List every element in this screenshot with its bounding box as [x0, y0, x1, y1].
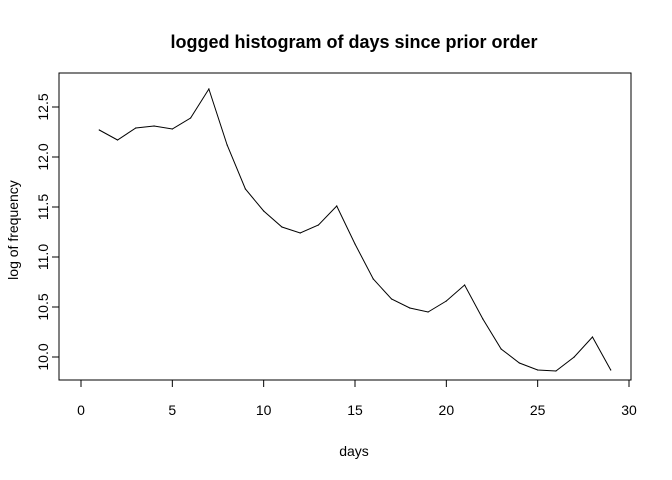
- y-tick-label: 12.0: [35, 143, 51, 170]
- data-point: [317, 224, 320, 226]
- y-tick-label: 11.5: [35, 194, 51, 220]
- plot-box: [58, 72, 632, 381]
- data-point: [610, 369, 612, 371]
- x-tick-label: 5: [168, 402, 176, 418]
- data-point: [372, 278, 374, 280]
- x-axis-label: days: [339, 443, 369, 459]
- data-point: [208, 88, 210, 90]
- series-line: [99, 87, 612, 372]
- data-point: [537, 369, 539, 371]
- y-tick-label: 12.5: [35, 93, 51, 120]
- data-point: [116, 139, 119, 141]
- data-point: [135, 127, 137, 129]
- data-point: [390, 298, 393, 300]
- data-point: [263, 210, 265, 212]
- data-point: [591, 336, 594, 338]
- x-tick-label: 15: [347, 402, 363, 418]
- y-tick-label: 10.0: [35, 343, 51, 370]
- data-point: [153, 125, 155, 127]
- series-layer: [98, 87, 612, 372]
- x-tick-label: 0: [77, 402, 85, 418]
- data-point: [244, 188, 246, 190]
- data-point: [409, 307, 411, 309]
- data-point: [482, 318, 484, 320]
- data-point: [336, 205, 338, 207]
- y-axis-label: log of frequency: [5, 180, 21, 280]
- y-axis: 10.0 10.5 11.0 11.5 12.0 12.5: [35, 93, 60, 371]
- data-point: [518, 362, 521, 364]
- data-point: [464, 284, 466, 286]
- x-tick-label: 25: [530, 402, 546, 418]
- x-tick-label: 10: [256, 402, 272, 418]
- data-point: [171, 128, 173, 130]
- data-point: [354, 243, 356, 245]
- data-point: [98, 129, 100, 131]
- data-point: [281, 226, 283, 228]
- data-point: [427, 311, 429, 313]
- x-tick-label: 30: [621, 402, 637, 418]
- data-point: [573, 356, 575, 358]
- data-point: [555, 370, 557, 372]
- data-point: [190, 117, 192, 119]
- data-point: [500, 348, 502, 350]
- x-axis: 0 5 10 15 20 25 30: [77, 379, 637, 418]
- data-point: [226, 144, 228, 146]
- y-tick-label: 10.5: [35, 293, 51, 320]
- chart-title: logged histogram of days since prior ord…: [170, 32, 537, 52]
- data-point: [299, 232, 301, 234]
- y-tick-label: 11.0: [35, 244, 51, 270]
- x-tick-label: 20: [439, 402, 455, 418]
- data-point: [445, 300, 447, 302]
